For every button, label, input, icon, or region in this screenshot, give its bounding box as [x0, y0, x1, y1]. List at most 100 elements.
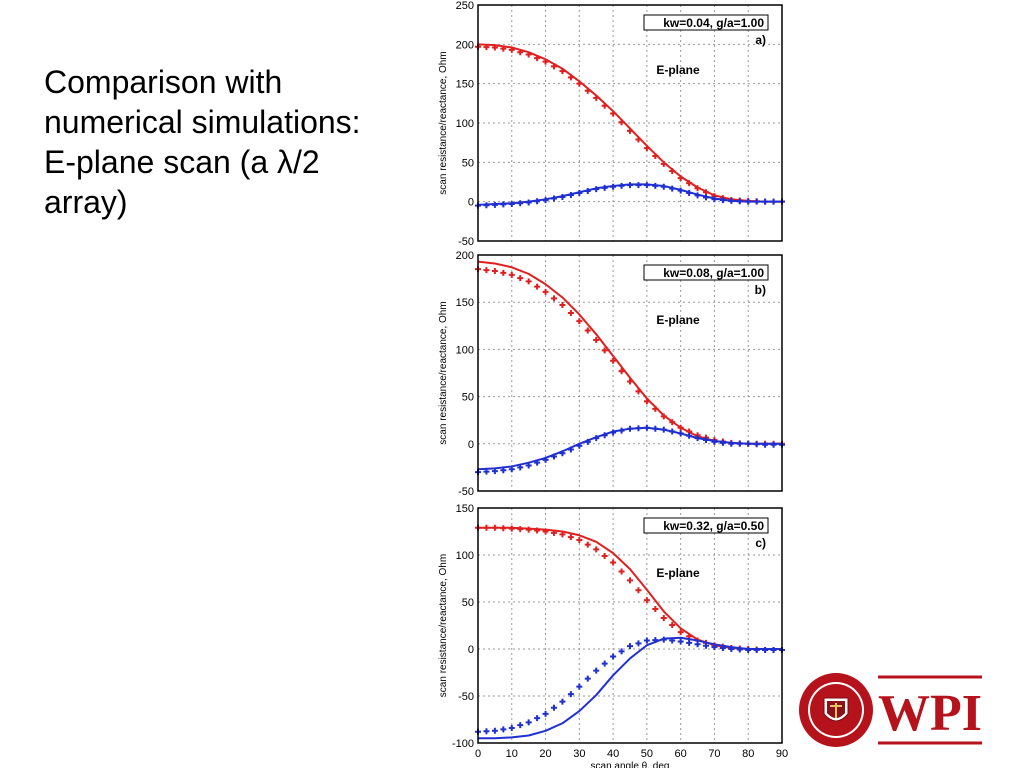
- reactance-marker: [686, 432, 693, 439]
- resistance-marker: [584, 327, 591, 334]
- resistance-marker: [517, 275, 524, 282]
- resistance-marker: [500, 269, 507, 276]
- reactance-marker: [584, 188, 591, 195]
- reactance-marker: [551, 195, 557, 202]
- x-tick-label: 10: [506, 748, 518, 760]
- resistance-marker: [627, 577, 633, 584]
- reactance-marker: [576, 190, 583, 197]
- reactance-marker: [601, 660, 608, 667]
- y-tick-label: -50: [458, 236, 474, 248]
- resistance-marker: [652, 153, 659, 160]
- plane-label: E-plane: [656, 313, 700, 327]
- resistance-marker: [635, 388, 642, 395]
- resistance-marker: [483, 267, 490, 274]
- reactance-marker: [745, 440, 752, 447]
- x-axis-label: scan angle θ, deg: [591, 761, 670, 768]
- y-tick-label: 150: [456, 503, 474, 515]
- reactance-marker: [770, 646, 777, 653]
- reactance-marker: [534, 715, 541, 722]
- reactance-marker: [559, 450, 566, 457]
- reactance-marker: [593, 435, 600, 442]
- y-tick-label: 100: [456, 118, 474, 130]
- y-tick-label: 200: [456, 250, 474, 262]
- resistance-marker: [542, 528, 549, 535]
- reactance-marker: [491, 201, 498, 208]
- reactance-marker: [643, 182, 650, 189]
- reactance-marker: [618, 648, 625, 655]
- resistance-marker: [559, 302, 566, 309]
- chart-panel-2: -50 0 50 100 150 200 scan resistance/reactance…: [438, 250, 785, 498]
- reactance-marker: [753, 198, 760, 205]
- y-tick-label: 0: [468, 439, 474, 451]
- resistance-marker: [567, 74, 574, 81]
- plane-label: E-plane: [656, 566, 700, 580]
- reactance-marker: [745, 646, 752, 653]
- resistance-marker: [567, 310, 574, 317]
- reactance-marker: [694, 435, 701, 442]
- reactance-marker: [500, 726, 507, 733]
- reactance-marker: [627, 182, 633, 189]
- reactance-marker: [559, 698, 566, 705]
- y-tick-label: 50: [462, 392, 474, 404]
- resistance-marker: [584, 87, 591, 94]
- reactance-marker: [559, 193, 566, 200]
- resistance-marker: [601, 102, 608, 109]
- reactance-marker: [525, 462, 532, 469]
- resistance-marker: [601, 347, 608, 354]
- reactance-marker: [483, 202, 490, 209]
- x-tick-label: 70: [708, 748, 720, 760]
- resistance-marker: [551, 529, 557, 536]
- reactance-marker: [635, 182, 642, 189]
- resistance-marker: [576, 80, 583, 87]
- reactance-marker: [762, 646, 769, 653]
- y-tick-label: -50: [458, 691, 474, 703]
- reactance-marker: [728, 440, 735, 447]
- resistance-marker: [686, 180, 693, 187]
- reactance-marker: [610, 183, 617, 190]
- resistance-marker: [610, 357, 617, 364]
- reactance-marker: [517, 464, 524, 471]
- reactance-marker: [500, 201, 507, 208]
- resistance-marker: [542, 58, 549, 65]
- y-tick-label: 50: [462, 597, 474, 609]
- reactance-marker: [584, 438, 591, 445]
- resistance-marker: [669, 167, 676, 174]
- reactance-marker: [542, 197, 549, 204]
- wpi-seal-icon: [799, 673, 873, 747]
- panel-label: c): [755, 536, 766, 550]
- reactance-marker: [770, 198, 777, 205]
- reactance-marker: [584, 675, 591, 682]
- reactance-marker: [643, 424, 650, 431]
- reactance-marker: [483, 468, 490, 475]
- reactance-marker: [627, 643, 633, 650]
- resistance-marker: [643, 145, 650, 152]
- resistance-marker: [551, 63, 557, 70]
- reactance-marker: [728, 646, 735, 652]
- reactance-marker: [593, 186, 600, 193]
- title-line-4: array): [44, 184, 128, 220]
- resistance-marker: [500, 45, 507, 52]
- panel-label: b): [755, 283, 766, 297]
- resistance-marker: [576, 536, 583, 543]
- resistance-marker: [677, 424, 684, 431]
- reactance-marker: [669, 185, 676, 192]
- y-tick-label: -100: [452, 738, 474, 750]
- reactance-marker: [534, 459, 541, 466]
- resistance-marker: [576, 318, 583, 325]
- resistance-marker: [703, 189, 709, 196]
- resistance-marker: [660, 614, 667, 621]
- reactance-marker: [635, 425, 642, 432]
- reactance-marker: [660, 636, 667, 643]
- reactance-marker: [542, 456, 549, 463]
- reactance-marker: [500, 467, 507, 474]
- parameter-label: kw=0.08, g/a=1.00: [663, 266, 764, 280]
- resistance-marker: [567, 534, 574, 541]
- reactance-marker: [677, 187, 684, 194]
- reactance-marker: [660, 426, 667, 433]
- resistance-marker: [618, 368, 625, 375]
- reactance-marker: [534, 198, 541, 205]
- resistance-marker: [559, 531, 566, 538]
- reactance-marker: [728, 197, 735, 204]
- resistance-marker: [534, 527, 541, 534]
- plot-frame: [477, 507, 783, 744]
